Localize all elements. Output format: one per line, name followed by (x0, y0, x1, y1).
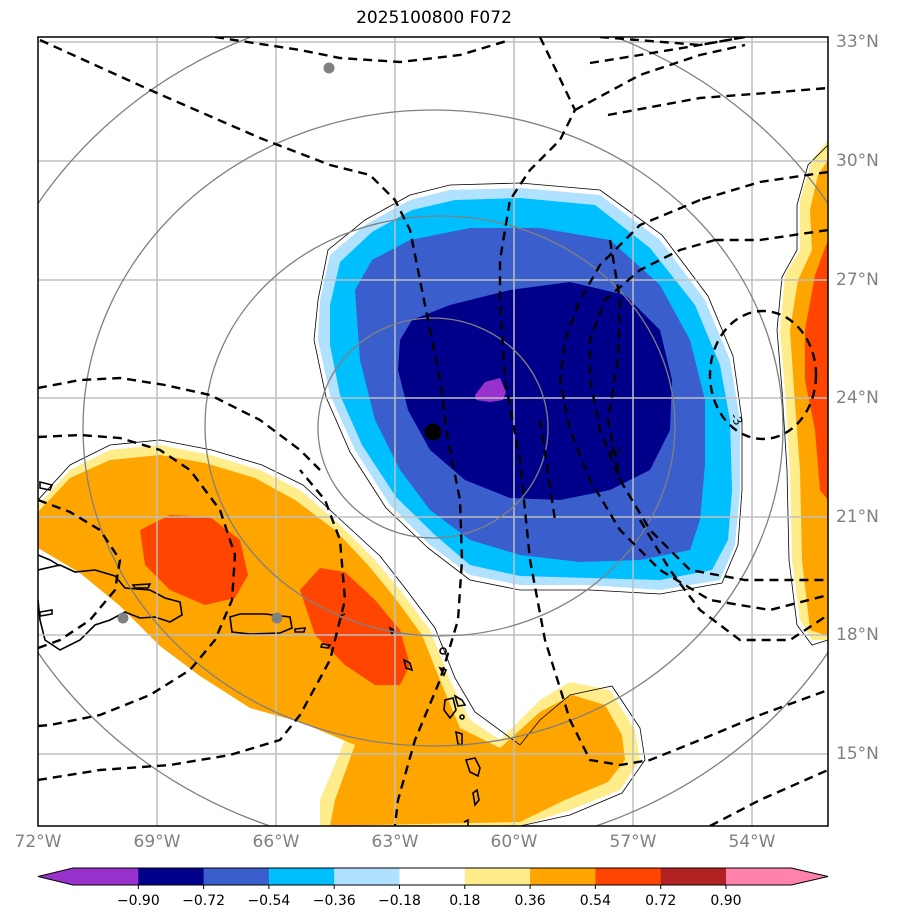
colorbar-extend-low (38, 868, 73, 885)
colorbar-tick-label: 0.18 (449, 893, 481, 909)
contour-label: -2 (604, 441, 623, 458)
longitude-tick-label: 69°W (133, 832, 181, 852)
graticule (38, 37, 828, 826)
shade-plus-054-west-b (300, 568, 410, 685)
latitude-tick-label: 21°N (836, 507, 879, 527)
colorbar-tick-label: 0.54 (579, 893, 611, 909)
colorbar-segment (660, 868, 727, 885)
longitude-tick-label: 60°W (490, 832, 538, 852)
colorbar-segment (138, 868, 205, 885)
chart-title: 2025100800 F072 (356, 8, 512, 28)
reference-point-marker (117, 612, 129, 624)
colorbar-tick-label: −0.90 (116, 893, 160, 909)
shade-minus-090 (475, 378, 506, 402)
longitude-tick-label: 66°W (252, 832, 300, 852)
negative-anomaly-field (318, 188, 740, 590)
colorbar-segment (73, 868, 139, 885)
latitude-tick-label: 27°N (836, 270, 879, 290)
reference-point-marker (323, 62, 335, 74)
colorbar-tick-label: 0.72 (645, 893, 677, 909)
colorbar-tick-label: −0.54 (247, 893, 291, 909)
latitude-tick-label: 33°N (836, 32, 879, 52)
puerto-rico (229, 613, 293, 635)
latitude-tick-label: 18°N (836, 625, 879, 645)
colorbar-extend-high (791, 868, 828, 885)
longitude-tick-label: 63°W (371, 832, 419, 852)
colorbar-segment (464, 868, 531, 885)
colorbar-outline (37, 867, 829, 886)
colorbar-segment (399, 868, 466, 885)
colorbar-segment (726, 868, 792, 885)
longitude-tick-label: 54°W (728, 832, 776, 852)
cuba-tip (38, 554, 61, 567)
colorbar-tick-label: −0.18 (378, 893, 421, 909)
coastlines (38, 480, 481, 826)
colorbar-segment (268, 868, 335, 885)
hispaniola (38, 564, 183, 651)
colorbar-tick-label: 0.90 (710, 893, 742, 909)
colorbar (37, 867, 829, 889)
longitude-tick-label: 57°W (609, 832, 657, 852)
colorbar-tick-label: −0.36 (312, 893, 356, 909)
shade-plus-054-west-a (140, 515, 248, 605)
latitude-tick-label: 15°N (836, 744, 879, 764)
longitude-tick-label: 72°W (14, 832, 62, 852)
shade-minus-072 (398, 282, 672, 500)
colorbar-tick-label: 0.36 (514, 893, 546, 909)
colorbar-segment (530, 868, 596, 885)
latitude-tick-label: 24°N (836, 388, 879, 408)
latitude-tick-label: 30°N (836, 151, 879, 171)
colorbar-segment (334, 868, 400, 885)
colorbar-segment (595, 868, 662, 885)
colorbar-tick-label: −0.72 (182, 893, 226, 909)
range-rings (38, 37, 828, 826)
map-content: -2 -3 (38, 37, 828, 826)
storm-center-marker (424, 423, 442, 441)
colorbar-segment (203, 868, 270, 885)
map-frame (37, 36, 829, 827)
dashed-contours (38, 37, 828, 826)
reference-point-marker (271, 612, 283, 624)
